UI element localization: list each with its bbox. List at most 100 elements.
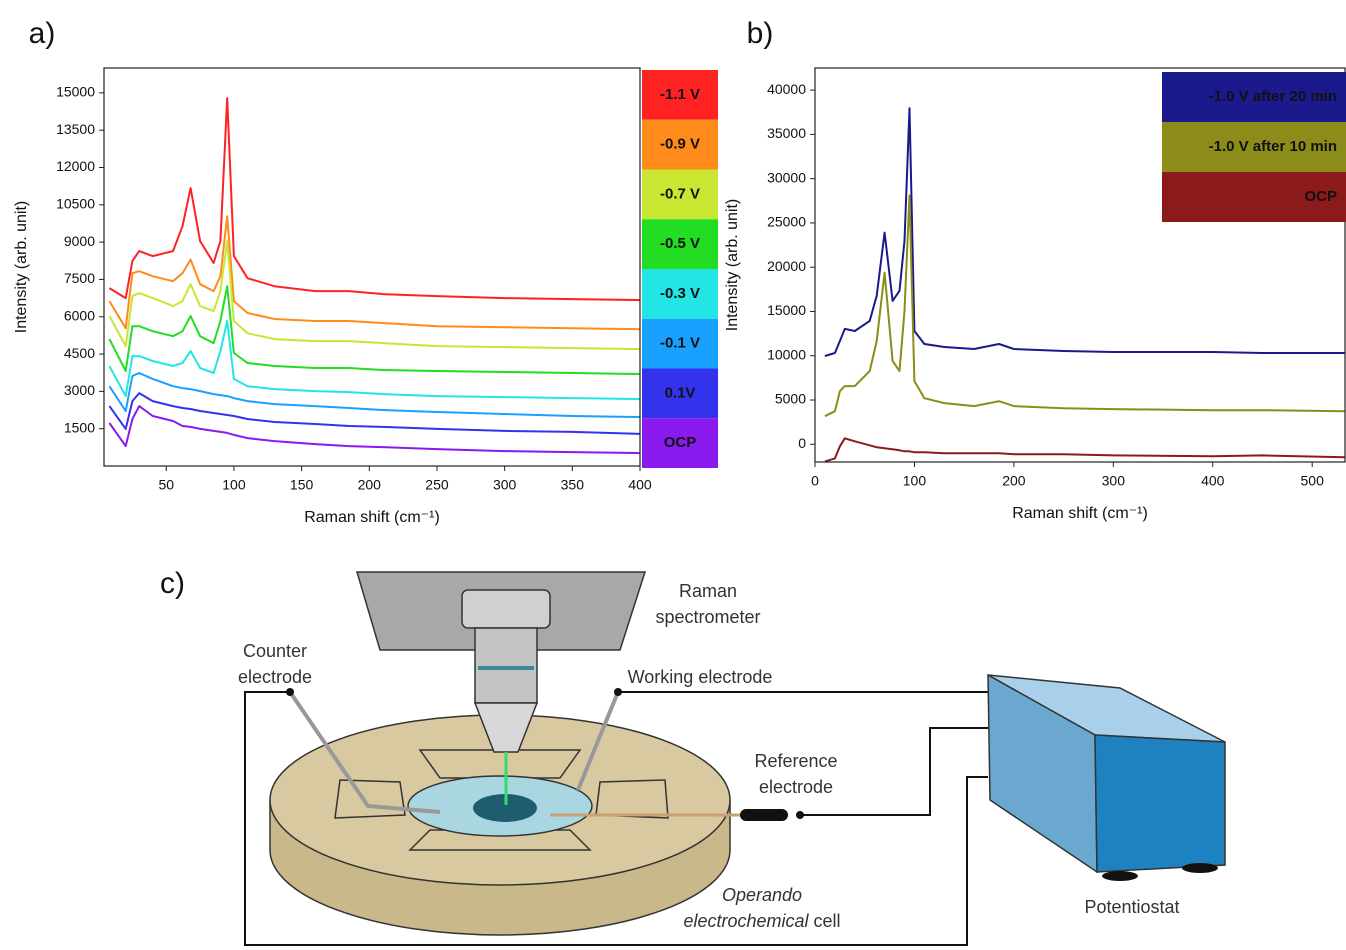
series-line xyxy=(824,437,1346,463)
legend-swatch xyxy=(642,219,718,269)
label: spectrometer xyxy=(655,607,760,627)
y-tick-label: 7500 xyxy=(64,270,95,286)
legend-label: -0.7 V xyxy=(660,185,700,202)
panel-label: c) xyxy=(160,567,185,600)
slot xyxy=(418,749,582,779)
label: Reference xyxy=(754,751,837,771)
y-tick-label: 20000 xyxy=(767,258,806,274)
y-tick-label: 1500 xyxy=(64,419,95,435)
legend-swatch xyxy=(1162,72,1346,122)
series-line xyxy=(108,392,641,435)
x-axis-label: Raman shift (cm⁻¹) xyxy=(304,509,440,526)
y-tick-label: 4500 xyxy=(64,345,95,361)
label: electrochemical cell xyxy=(683,911,840,931)
y-tick-label: 30000 xyxy=(767,169,806,185)
x-tick-label: 400 xyxy=(628,477,652,493)
legend-label: -1.0 V after 20 min xyxy=(1209,88,1337,105)
x-tick-label: 200 xyxy=(1002,473,1026,489)
label: electrochemical xyxy=(683,911,809,931)
series-line xyxy=(108,97,641,302)
series-line xyxy=(824,194,1346,418)
x-tick-label: 250 xyxy=(425,477,449,493)
y-tick-label: 15000 xyxy=(767,302,806,318)
legend-swatch xyxy=(1162,122,1346,172)
working-disk xyxy=(473,794,537,822)
x-tick-label: 100 xyxy=(222,477,246,493)
label: electrode xyxy=(759,777,833,797)
plot-frame xyxy=(814,67,1346,463)
y-tick-label: 0 xyxy=(798,435,806,451)
series-line xyxy=(824,107,1345,357)
diagram: c) Raman spectrometer Counter electrode … xyxy=(160,567,1226,946)
reference-electrode xyxy=(740,809,788,821)
legend-label: -0.5 V xyxy=(660,235,700,252)
legend-label: -1.1 V xyxy=(660,86,700,103)
y-tick-label: 10000 xyxy=(767,346,806,362)
objective xyxy=(461,589,551,629)
y-tick-label: 13500 xyxy=(56,121,95,137)
x-tick-label: 200 xyxy=(358,477,382,493)
y-tick-label: 5000 xyxy=(775,391,806,407)
legend-swatch xyxy=(642,169,718,220)
label: electrode xyxy=(238,667,312,687)
legend-label: -1.0 V after 10 min xyxy=(1209,138,1337,155)
series-line xyxy=(108,215,641,331)
label: Working electrode xyxy=(628,667,773,687)
wire xyxy=(244,691,988,946)
slot xyxy=(334,779,406,819)
legend-swatch xyxy=(642,368,718,419)
x-tick-label: 300 xyxy=(1102,473,1126,489)
label: cell xyxy=(814,911,841,931)
panel-label: a) xyxy=(29,17,56,50)
legend-label: 0.1V xyxy=(665,384,696,401)
potentiostat-front xyxy=(1094,734,1226,873)
wire xyxy=(800,727,988,816)
legend-swatch xyxy=(642,318,718,369)
y-tick-label: 3000 xyxy=(64,382,95,398)
legend-swatch xyxy=(642,418,718,468)
y-axis-label: Intensity (arb. unit) xyxy=(13,201,30,334)
dot xyxy=(614,688,622,696)
legend-label: -0.9 V xyxy=(660,136,700,153)
x-tick-label: 50 xyxy=(158,477,174,493)
y-tick-label: 9000 xyxy=(64,233,95,249)
x-tick-label: 500 xyxy=(1301,473,1325,489)
x-tick-label: 300 xyxy=(493,477,517,493)
series-line xyxy=(108,240,641,351)
label: Potentiostat xyxy=(1084,897,1179,917)
y-tick-label: 12000 xyxy=(56,158,95,174)
legend-label: -0.1 V xyxy=(660,335,700,352)
legend-label: -0.3 V xyxy=(660,285,700,302)
series-line xyxy=(108,372,641,418)
objective xyxy=(474,627,538,704)
label: Counter xyxy=(243,641,307,661)
working-rod xyxy=(576,691,620,791)
label: Raman xyxy=(679,581,737,601)
y-axis-label: Intensity (arb. unit) xyxy=(724,199,741,332)
panel-label: b) xyxy=(747,17,774,50)
legend-label: OCP xyxy=(1304,188,1337,205)
y-tick-label: 40000 xyxy=(767,81,806,97)
foot xyxy=(1102,871,1138,881)
plot-frame xyxy=(103,67,641,467)
series-line xyxy=(108,285,641,375)
y-tick-label: 35000 xyxy=(767,125,806,141)
legend-swatch xyxy=(642,269,718,319)
x-tick-label: 0 xyxy=(811,473,819,489)
y-tick-label: 15000 xyxy=(56,84,95,100)
x-tick-label: 350 xyxy=(561,477,585,493)
y-tick-label: 10500 xyxy=(56,196,95,212)
y-tick-label: 25000 xyxy=(767,214,806,230)
y-tick-label: 6000 xyxy=(64,307,95,323)
x-tick-label: 400 xyxy=(1201,473,1225,489)
dot xyxy=(796,811,804,819)
x-tick-label: 150 xyxy=(290,477,314,493)
legend-swatch xyxy=(642,70,718,120)
legend-swatch xyxy=(1162,172,1346,222)
legend-label: OCP xyxy=(664,434,697,451)
x-tick-label: 100 xyxy=(903,473,927,489)
series-line xyxy=(108,405,641,455)
series-line xyxy=(108,320,641,401)
label: Operando xyxy=(722,885,802,905)
